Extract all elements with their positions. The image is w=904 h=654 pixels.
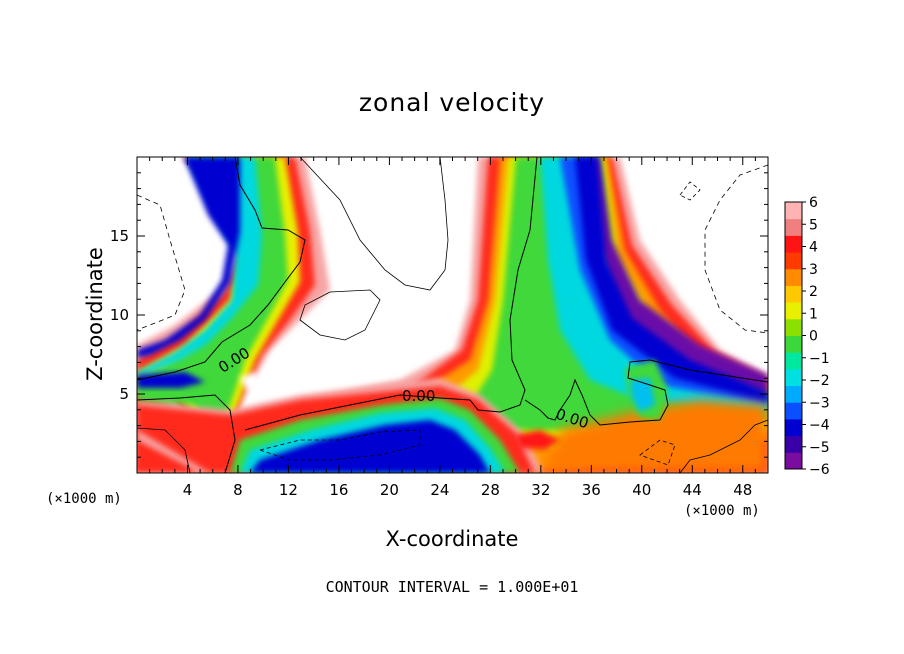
colorbar-segment <box>785 368 802 387</box>
y-tick-label: 5 <box>119 385 129 403</box>
colorbar-segment <box>785 285 802 303</box>
colorbar-tick-label: −1 <box>809 351 830 367</box>
colorbar-segment <box>785 202 802 220</box>
contour-thin-loop <box>299 289 381 341</box>
colorbar-tick-label: 5 <box>809 217 818 233</box>
contour-zero-right <box>524 359 768 426</box>
contour-thin-upper <box>299 157 449 291</box>
x-tick-label: 32 <box>531 481 550 499</box>
velocity-field <box>137 157 768 473</box>
colorbar-tick-label: 3 <box>809 262 818 278</box>
plume-darkblue <box>575 157 768 402</box>
colorbar-tick-label: 2 <box>809 284 818 300</box>
colorbar-segment <box>785 452 802 470</box>
x-tick-label: 44 <box>683 481 702 499</box>
colorbar-tick-label: 6 <box>809 195 818 211</box>
contour-zero-left <box>137 157 306 381</box>
x-tick-label: 40 <box>632 481 651 499</box>
x-tick-label: 4 <box>183 481 193 499</box>
x-tick-label: 16 <box>329 481 348 499</box>
contour-thin-lower-right <box>679 419 768 473</box>
x-axis: 4 8 12 16 20 24 28 32 36 40 44 48 <box>149 157 756 499</box>
colorbar-tick-label: −2 <box>809 373 830 389</box>
colorbar-segment <box>785 302 802 320</box>
chart-title: zonal velocity <box>358 88 546 117</box>
y-axis-label: Z-coordinate <box>83 247 107 381</box>
contour-lines <box>137 157 768 473</box>
plume-purple <box>590 157 768 395</box>
contour-label: 0.00 <box>402 387 435 405</box>
contour-thin-lower-left <box>137 427 191 473</box>
colorbar-segment <box>785 402 802 420</box>
y-tick-label: 15 <box>110 227 129 245</box>
contour-zero-mid <box>244 157 538 431</box>
colorbar-segment <box>785 335 802 353</box>
colorbar-segment <box>785 218 802 236</box>
contour-dashed-right <box>704 164 768 334</box>
contour-interval-note: CONTOUR INTERVAL = 1.000E+01 <box>325 578 579 596</box>
right-cyan-lobe <box>630 378 655 412</box>
colorbar-segment <box>785 418 802 437</box>
contour-dashed-left <box>137 194 186 331</box>
x-tick-label: 12 <box>279 481 298 499</box>
y-tick-label: 10 <box>110 306 129 324</box>
colorbar-tick-label: −5 <box>809 440 830 456</box>
colorbar-tick-label: 1 <box>809 306 818 322</box>
colorbar-segment <box>785 252 802 270</box>
colorbar-tick-label: −4 <box>809 418 830 434</box>
tongue-blue <box>137 157 240 358</box>
x-tick-label: 36 <box>582 481 601 499</box>
colorbar-segment <box>785 268 802 286</box>
left-white-spot <box>240 372 262 392</box>
y-axis-unit: (×1000 m) <box>46 491 122 507</box>
x-axis-label: X-coordinate <box>385 527 519 551</box>
x-tick-label: 24 <box>430 481 449 499</box>
colorbar-tick-label: −3 <box>809 395 830 411</box>
contour-dashed-right-small <box>679 181 701 201</box>
contour-dashed-lower <box>258 429 421 461</box>
colorbar-segment <box>785 435 802 453</box>
colorbar-tick-label: 4 <box>809 240 818 256</box>
colorbar-tick-label: −6 <box>809 462 830 478</box>
colorbar-segment <box>785 352 802 370</box>
x-axis-unit: (×1000 m) <box>684 503 760 519</box>
contour-zero-band <box>137 394 236 473</box>
colorbar-segment <box>785 235 802 253</box>
colorbar-segment <box>785 318 802 336</box>
x-tick-label: 48 <box>733 481 752 499</box>
y-axis: 5 10 15 <box>110 172 768 458</box>
contour-dashed-bottom <box>639 439 676 466</box>
x-tick-label: 28 <box>481 481 500 499</box>
colorbar: 6 5 4 3 2 1 0 −1 −2 −3 −4 −5 −6 <box>784 195 830 478</box>
colorbar-segment <box>785 385 802 403</box>
x-tick-label: 20 <box>380 481 399 499</box>
right-red-spot <box>515 430 560 450</box>
colorbar-tick-label: 0 <box>809 329 818 345</box>
x-tick-label: 8 <box>233 481 243 499</box>
